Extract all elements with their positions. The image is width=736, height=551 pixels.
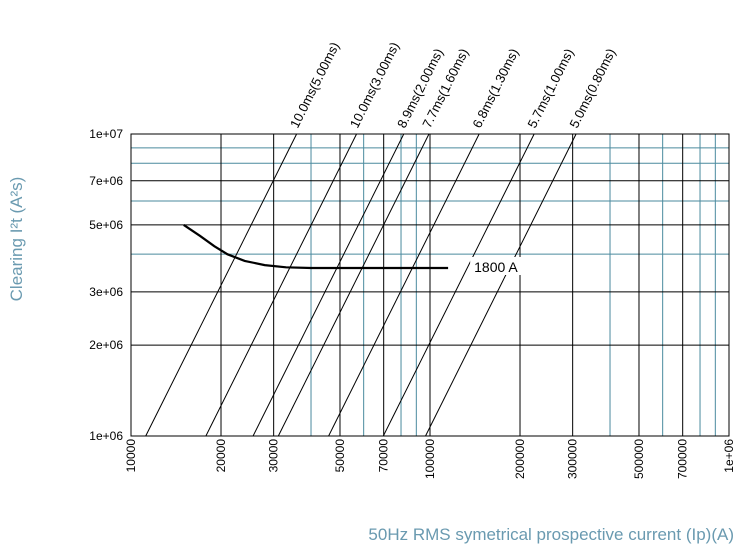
- x-tick-label: 20000: [214, 439, 228, 473]
- power-factor-line: [205, 133, 357, 437]
- x-tick-label: 100000: [423, 439, 437, 479]
- y-tick-label: 2e+06: [89, 338, 123, 352]
- y-axis-label: Clearing I²t (A²s): [7, 177, 26, 302]
- power-factor-line: [382, 133, 535, 437]
- x-tick-labels: 10000 20000 30000 50000 70000 100000 200000 300…: [124, 439, 736, 479]
- power-factor-line: [425, 133, 577, 437]
- x-tick-label: 700000: [676, 439, 690, 479]
- series-label-bg: [470, 256, 535, 275]
- power-factor-line: [145, 133, 298, 437]
- y-tick-label: 1e+06: [89, 429, 123, 443]
- x-tick-label: 50000: [333, 439, 347, 473]
- plot-frame: [130, 133, 730, 437]
- power-factor-label: 6.8ms(1.30ms): [469, 46, 521, 130]
- series-label: 1800 A: [474, 259, 518, 275]
- y-tick-label: 1e+07: [89, 127, 123, 141]
- y-tick-label: 5e+06: [89, 218, 123, 232]
- x-tick-label: 10000: [124, 439, 138, 473]
- power-factor-label: 10.0ms(5.00ms): [287, 40, 342, 131]
- power-factor-line: [277, 133, 430, 437]
- x-tick-label: 200000: [513, 439, 527, 479]
- x-axis-label: 50Hz RMS symetrical prospective current …: [368, 525, 734, 544]
- power-factor-label: 10.0ms(3.00ms): [347, 40, 402, 131]
- x-tick-label: 1e+06: [722, 439, 736, 473]
- x-tick-label: 30000: [267, 439, 281, 473]
- power-factor-line: [252, 133, 405, 437]
- x-tick-label: 300000: [566, 439, 580, 479]
- x-tick-label: 70000: [377, 439, 391, 473]
- y-tick-label: 3e+06: [89, 285, 123, 299]
- series-layer: 1800 A: [183, 223, 535, 275]
- series-curve: [183, 223, 449, 270]
- y-tick-labels: 1e+06 2e+06 3e+06 5e+06 7e+06 1e+07: [89, 127, 123, 443]
- power-factor-label: 5.0ms(0.80ms): [566, 46, 618, 130]
- x-tick-label: 500000: [632, 439, 646, 479]
- power-factor-line: [328, 133, 480, 437]
- power-factor-lines: 10.0ms(5.00ms) 10.0ms(3.00ms)8.9ms(2.00ms…: [145, 40, 618, 437]
- y-tick-label: 7e+06: [89, 174, 123, 188]
